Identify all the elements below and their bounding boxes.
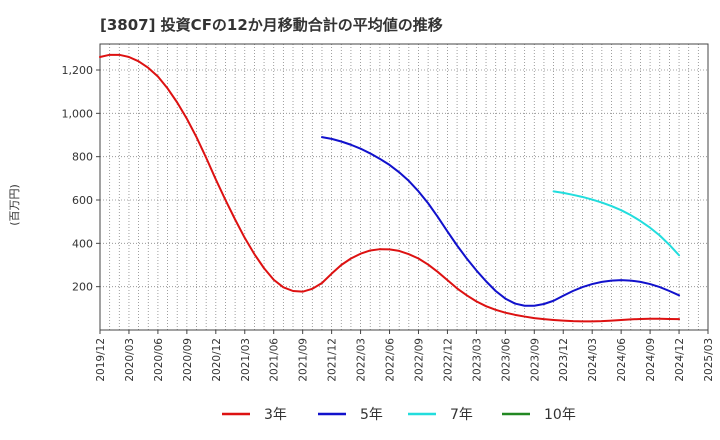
legend: 3年 5年 7年 10年	[222, 407, 576, 423]
x-tick-label: 2023/03	[471, 338, 483, 382]
x-tick-label: 2022/06	[385, 338, 397, 382]
legend-label: 5年	[360, 407, 383, 423]
x-tick-label: 2020/09	[182, 338, 194, 382]
y-tick-label: 1,200	[62, 64, 94, 77]
x-tick-label: 2021/06	[269, 338, 281, 382]
x-tick-label: 2020/03	[124, 338, 136, 382]
x-tick-label: 2023/06	[500, 338, 512, 382]
x-tick-label: 2024/12	[674, 338, 686, 382]
y-axis-ticks: 200 400 600 800 1,000 1,200	[62, 64, 100, 294]
x-tick-label: 2020/06	[153, 338, 165, 382]
legend-label: 3年	[264, 407, 287, 423]
y-tick-label: 200	[72, 281, 93, 294]
x-tick-label: 2024/03	[587, 338, 599, 382]
x-tick-label: 2023/09	[529, 338, 541, 382]
x-tick-label: 2025/03	[703, 338, 715, 382]
legend-label: 7年	[450, 407, 473, 423]
chart-title: [3807] 投資CFの12か月移動合計の平均値の推移	[100, 16, 443, 34]
series-line-2	[320, 136, 681, 307]
x-tick-label: 2022/12	[442, 338, 454, 382]
x-tick-label: 2021/09	[298, 338, 310, 382]
y-tick-label: 800	[72, 151, 93, 164]
x-tick-label: 2024/06	[616, 338, 628, 382]
plot-frame	[99, 43, 709, 331]
y-axis-label: (百万円)	[8, 184, 21, 226]
x-tick-label: 2021/12	[327, 338, 339, 382]
grid	[100, 44, 708, 330]
x-tick-label: 2022/09	[413, 338, 425, 382]
y-tick-label: 400	[72, 237, 93, 250]
x-tick-label: 2022/03	[356, 338, 368, 382]
x-tick-label: 2023/12	[558, 338, 570, 382]
series-line-3	[552, 190, 681, 257]
legend-label: 10年	[544, 407, 576, 423]
x-tick-label: 2019/12	[95, 338, 107, 382]
x-tick-label: 2020/12	[211, 338, 223, 382]
y-tick-label: 1,000	[62, 107, 94, 120]
x-tick-label: 2024/09	[645, 338, 657, 382]
series-lines	[99, 53, 681, 323]
x-tick-label: 2021/03	[240, 338, 252, 382]
y-tick-label: 600	[72, 194, 93, 207]
series-line-1	[99, 53, 681, 323]
x-axis-ticks: 2019/12 2020/03 2020/06 2020/09 2020/12 2021/…	[95, 330, 715, 382]
